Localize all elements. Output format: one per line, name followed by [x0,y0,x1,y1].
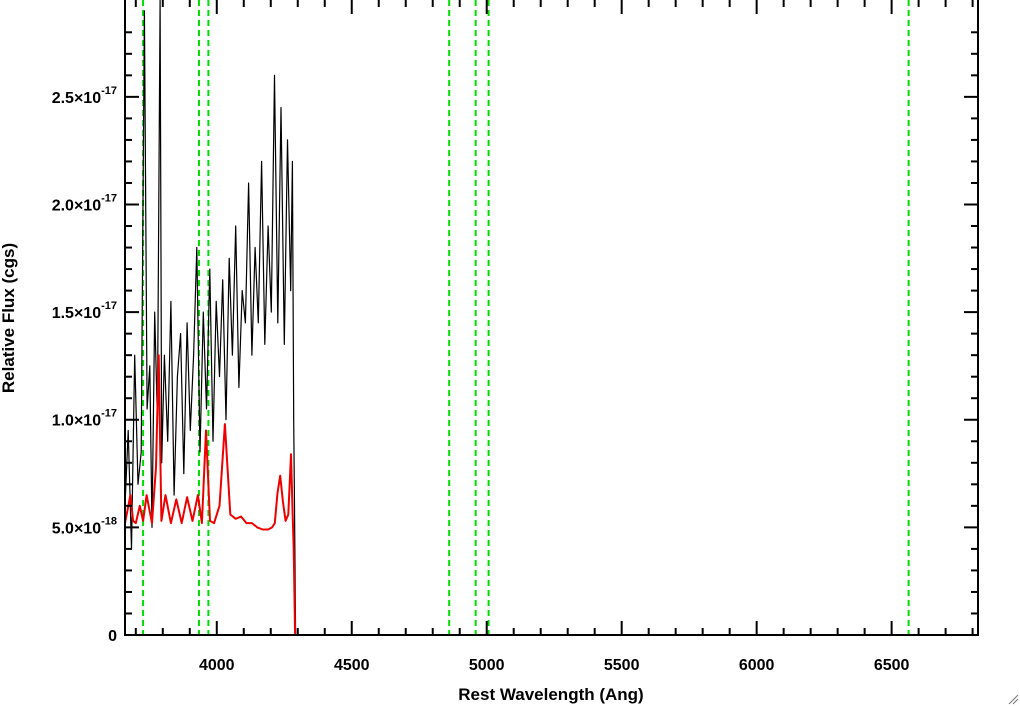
x-tick-label: 6500 [874,657,910,674]
y-tick-label: 0 [108,628,117,645]
plot-frame [124,0,979,636]
x-tick-label: 4500 [334,657,370,674]
spectrum-series [124,0,978,636]
y-tick-label: 2.5×10-17 [52,85,117,107]
y-tick-label: 1.5×10-17 [52,300,117,322]
x-tick-label: 6000 [739,657,775,674]
flux-line [124,0,978,636]
resize-grip-icon[interactable] [1008,694,1019,705]
x-axis-title: Rest Wavelength (Ang) [458,685,643,704]
emission-line-markers [142,0,910,635]
error-line [124,354,978,636]
x-tick-label: 5000 [469,657,505,674]
y-tick-label: 1.0×10-17 [52,408,117,430]
y-tick-label: 5.0×10-18 [52,515,117,537]
x-tick-label: 5500 [604,657,640,674]
tick-labels: 4000 4500 5000 5500 6000 6500 0 5.0×10-18 1.0×10… [52,85,910,674]
y-tick-label: 2.0×10-17 [52,192,117,214]
y-axis-title: Relative Flux (cgs) [0,243,18,393]
axis-ticks [125,0,978,636]
x-tick-label: 4000 [199,657,235,674]
